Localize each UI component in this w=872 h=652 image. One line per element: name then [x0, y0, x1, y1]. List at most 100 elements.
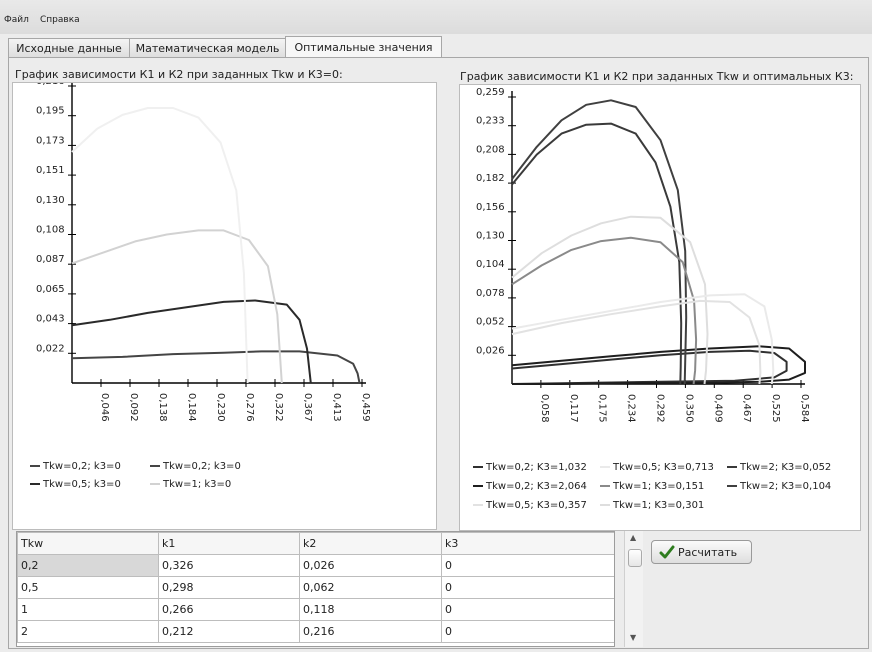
table-cell[interactable]: 0,266: [158, 598, 300, 621]
legend-label: Tkw=2; K3=0,052: [739, 462, 831, 473]
series-line: [511, 99, 688, 385]
legend-label: Tkw=0,2; k3=0: [42, 461, 121, 472]
legend-label: Tkw=1; K3=0,151: [612, 481, 704, 492]
table-row[interactable]: 2 0,212 0,216 0: [17, 620, 614, 643]
calculate-button[interactable]: Расчитать: [651, 540, 752, 564]
table-cell[interactable]: 0,2: [17, 554, 159, 577]
x-tick-label: 0,292: [655, 394, 666, 423]
x-tick-label: 0,184: [186, 393, 197, 422]
legend-label: Tkw=0,5; K3=0,357: [485, 500, 587, 511]
y-tick-label: 0,130: [36, 195, 65, 206]
series-line: [511, 236, 698, 385]
legend-label: Tkw=0,2; k3=0: [162, 461, 241, 472]
series-line: [71, 299, 312, 384]
left-chart-title: График зависимости К1 и К2 при заданных …: [15, 68, 343, 81]
series-line: [71, 229, 283, 384]
left-chart-area: 0,216 0,195 0,173 0,151 0,130 0,108 0,087 0,065…: [12, 76, 437, 530]
series-line: [71, 350, 361, 384]
series-line: [511, 122, 683, 385]
x-tick-label: 0,092: [128, 393, 139, 422]
menu-help[interactable]: Справка: [40, 15, 80, 25]
menu-file[interactable]: Файл: [4, 15, 29, 25]
y-tick-label: 0,104: [476, 259, 505, 270]
tab-math-model[interactable]: Математическая модель: [129, 38, 286, 57]
column-header[interactable]: Tkw: [17, 532, 159, 555]
table-cell[interactable]: 0,326: [158, 554, 300, 577]
x-tick-label: 0,234: [626, 394, 637, 423]
y-tick-label: 0,026: [476, 345, 505, 356]
table-cell[interactable]: 0: [441, 554, 614, 577]
y-tick-label: 0,151: [36, 165, 65, 176]
x-tick-label: 0,276: [244, 393, 255, 422]
legend-label: Tkw=0,2; K3=1,032: [485, 462, 587, 473]
legend-label: Tkw=0,5; k3=0: [42, 479, 121, 490]
y-tick-label: 0,130: [476, 231, 505, 242]
x-tick-label: 0,467: [741, 394, 752, 423]
x-tick-label: 0,367: [302, 393, 313, 422]
table-cell[interactable]: 0: [441, 576, 614, 599]
table-cell[interactable]: 0,298: [158, 576, 300, 599]
table-cell[interactable]: 0: [441, 620, 614, 643]
y-tick-label: 0,022: [36, 343, 65, 354]
column-header[interactable]: k3: [441, 532, 614, 555]
x-tick-label: 0,409: [712, 394, 723, 423]
table-cell[interactable]: 0,026: [299, 554, 442, 577]
scroll-thumb[interactable]: [628, 549, 642, 567]
y-tick-label: 0,052: [476, 317, 505, 328]
x-tick-label: 0,322: [273, 393, 284, 422]
table-cell[interactable]: 0: [441, 598, 614, 621]
series-line: [511, 293, 775, 385]
table-cell[interactable]: 0,216: [299, 620, 442, 643]
x-tick-label: 0,350: [683, 394, 694, 423]
series-line: [71, 107, 249, 384]
table-cell[interactable]: 1: [17, 598, 159, 621]
scroll-down-icon[interactable]: ▼: [630, 633, 637, 642]
x-tick-label: 0,175: [597, 394, 608, 423]
series-line: [511, 349, 788, 385]
legend-label: Tkw=0,5; K3=0,713: [612, 462, 714, 473]
table-cell[interactable]: 0,118: [299, 598, 442, 621]
table-cell[interactable]: 0,062: [299, 576, 442, 599]
x-tick-label: 0,413: [331, 393, 342, 422]
y-tick-label: 0,208: [476, 144, 505, 155]
column-header[interactable]: k1: [158, 532, 300, 555]
table-cell[interactable]: 0,5: [17, 576, 159, 599]
x-tick-label: 0,058: [539, 394, 550, 423]
y-tick-label: 0,065: [36, 284, 65, 295]
table-row[interactable]: 0,5 0,298 0,062 0: [17, 576, 614, 599]
x-tick-label: 0,138: [157, 393, 168, 422]
tab-input-data[interactable]: Исходные данные: [8, 38, 130, 57]
y-tick-label: 0,233: [476, 116, 505, 127]
y-tick-label: 0,195: [36, 106, 65, 117]
table-row[interactable]: 1 0,266 0,118 0: [17, 598, 614, 621]
tab-optimal-values[interactable]: Оптимальные значения: [285, 36, 442, 58]
table-header-row: Tkw k1 k2 k3: [17, 532, 614, 555]
table-row[interactable]: 0,2 0,326 0,026 0: [17, 554, 614, 577]
right-chart-area: 0,259 0,233 0,208 0,182 0,156 0,130 0,104 0,078…: [459, 84, 861, 531]
series-line: [511, 345, 806, 385]
right-chart-title: График зависимости К1 и К2 при заданных …: [460, 70, 854, 83]
scroll-up-icon[interactable]: ▲: [630, 533, 637, 542]
table-cell[interactable]: 2: [17, 620, 159, 643]
table-cell[interactable]: 0,212: [158, 620, 300, 643]
legend-label: Tkw=1; k3=0: [162, 479, 231, 490]
left-chart: 0,216 0,195 0,173 0,151 0,130 0,108 0,087 0,065…: [30, 76, 371, 490]
series-line: [511, 215, 709, 385]
calculate-button-label: Расчитать: [678, 546, 738, 559]
y-tick-label: 0,173: [36, 135, 65, 146]
results-table: Tkw k1 k2 k3 0,2 0,326 0,026 0 0,5 0,298…: [16, 531, 615, 647]
x-tick-label: 0,230: [215, 393, 226, 422]
menu-bar: Файл Справка: [0, 0, 872, 34]
check-icon: [659, 544, 675, 563]
column-header[interactable]: k2: [299, 532, 442, 555]
legend-label: Tkw=1; K3=0,301: [612, 500, 704, 511]
x-tick-label: 0,584: [799, 394, 810, 423]
table-scrollbar[interactable]: ▲ ▼: [624, 531, 643, 647]
right-chart: 0,259 0,233 0,208 0,182 0,156 0,130 0,104 0,078…: [473, 87, 831, 511]
y-tick-label: 0,043: [36, 314, 65, 325]
x-tick-label: 0,525: [770, 394, 781, 423]
y-tick-label: 0,259: [476, 87, 505, 98]
y-tick-label: 0,182: [476, 173, 505, 184]
y-tick-label: 0,156: [476, 202, 505, 213]
x-tick-label: 0,117: [568, 394, 579, 423]
